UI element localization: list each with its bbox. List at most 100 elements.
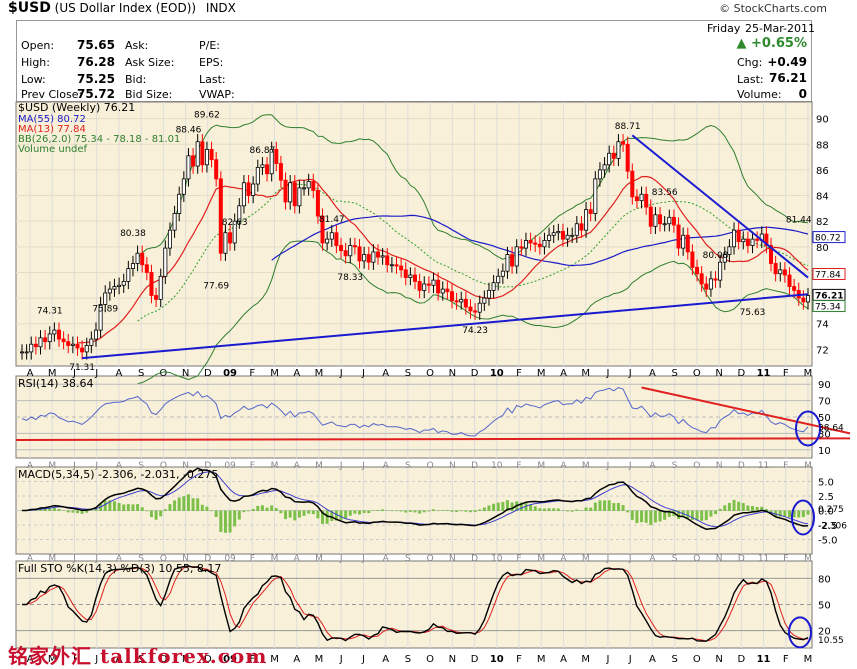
peak-label: 83.56 [652, 188, 678, 198]
x-tick-label: O [159, 368, 167, 379]
x-tick-label: M [581, 368, 590, 379]
x-tick-label: N [715, 368, 722, 379]
candle-body [135, 252, 140, 264]
peak-label: 81.47 [319, 215, 345, 225]
macd-histogram-bar [94, 508, 98, 511]
x-tick-label: J [606, 554, 610, 564]
x-tick-label: F [249, 654, 255, 665]
candle-body [667, 216, 672, 225]
macd-histogram-bar [630, 510, 634, 520]
x-tick-label: 09 [223, 654, 237, 665]
brand-text[interactable]: © StockCharts.com [719, 2, 827, 15]
candle-body [625, 143, 630, 172]
macd-histogram-bar [247, 510, 251, 512]
prev-close-label: Prev Close: [21, 88, 83, 101]
candle-body [80, 347, 85, 353]
candle-body [755, 238, 760, 241]
macd-histogram-bar [783, 510, 787, 517]
x-tick-label: D [204, 654, 212, 665]
x-tick-label: D [471, 554, 478, 564]
macd-histogram-bar [62, 510, 66, 511]
sto-circle [788, 616, 812, 649]
candle-body [436, 279, 441, 294]
candle-body [306, 181, 311, 189]
candle-body [98, 304, 103, 331]
candle-body [482, 297, 487, 304]
x-tick-label: J [628, 368, 632, 379]
candle-body [186, 155, 191, 180]
candle-body [251, 183, 256, 196]
macd-histogram-bar [570, 510, 574, 512]
candle-body [662, 223, 667, 226]
y-tick-label: 84 [816, 192, 829, 203]
candle-body [570, 234, 575, 237]
rsi-resistance-line [641, 386, 851, 435]
candle-body [496, 275, 501, 284]
rsi-y-tick: 30 [818, 429, 831, 440]
macd-histogram-bar [441, 510, 445, 511]
macd-histogram-bar [723, 505, 727, 511]
price-right-label: 76.21 [815, 291, 843, 301]
candle-body [565, 234, 570, 240]
macd-histogram-bar [455, 510, 459, 513]
peak-label: 86.87 [250, 146, 276, 156]
candle-body [510, 254, 515, 267]
candle-body [449, 291, 454, 302]
candle-body [463, 298, 468, 308]
x-tick-label: A [383, 461, 390, 471]
macd-histogram-bar [316, 510, 320, 519]
x-tick-label: A [27, 368, 34, 379]
candle-body [130, 263, 135, 270]
candle-body [29, 343, 34, 353]
candle-body [399, 265, 404, 271]
x-tick-label: M [537, 461, 545, 471]
x-tick-label: 10 [490, 368, 504, 379]
x-tick-label: J [94, 461, 98, 471]
macd-histogram-bar [695, 510, 699, 521]
macd-histogram-bar [806, 510, 810, 515]
x-tick-label: A [27, 554, 34, 564]
candle-body [547, 234, 552, 241]
macd-histogram-bar [450, 510, 454, 512]
candle-body [70, 343, 75, 346]
x-tick-label: J [72, 368, 76, 379]
candle-body [713, 278, 718, 281]
legend-bb: BB(26,2.0) 75.34 - 78.18 - 81.01 [18, 134, 181, 145]
rsi-line [21, 386, 809, 437]
x-tick-label: A [294, 554, 301, 564]
symbol: $USD [8, 0, 51, 16]
candle-body [255, 166, 260, 185]
candle-body [542, 240, 547, 248]
peak-label: 82.63 [222, 218, 248, 228]
macd-histogram-bar [311, 510, 315, 515]
macd-histogram-bar [270, 505, 274, 511]
candle-body [722, 254, 727, 263]
y-tick-label: 82 [816, 217, 829, 228]
macd-histogram-bar [325, 510, 329, 524]
macd-histogram-bar [57, 509, 61, 511]
x-tick-label: F [249, 368, 255, 379]
macd-histogram-bar [561, 510, 565, 511]
candle-body [519, 246, 524, 249]
x-tick-label: 09 [224, 554, 236, 564]
ask-label: Ask: [125, 39, 149, 52]
candle-body [732, 229, 737, 248]
macd-histogram-bar [700, 510, 704, 521]
x-tick-label: A [27, 654, 34, 665]
x-tick-label: J [628, 461, 632, 471]
macd-histogram-bar [126, 504, 130, 511]
rsi-y-tick: 70 [818, 397, 831, 408]
macd-histogram-bar [136, 504, 140, 511]
peak-label: 75.63 [740, 308, 766, 318]
macd-histogram-bar [658, 510, 662, 522]
candle-body [801, 297, 806, 303]
macd-histogram-bar [464, 510, 468, 512]
candle-body [232, 220, 237, 244]
volume-label: Volume: [737, 88, 782, 101]
macd-histogram-bar [52, 507, 56, 511]
macd-histogram-bar [640, 510, 644, 523]
x-tick-label: M [582, 461, 590, 471]
macd-histogram-bar [159, 510, 163, 517]
candle-body [154, 295, 159, 300]
